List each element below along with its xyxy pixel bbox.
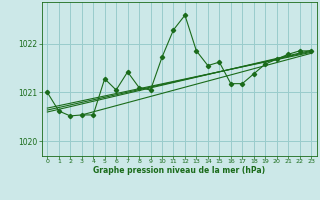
X-axis label: Graphe pression niveau de la mer (hPa): Graphe pression niveau de la mer (hPa) (93, 166, 265, 175)
